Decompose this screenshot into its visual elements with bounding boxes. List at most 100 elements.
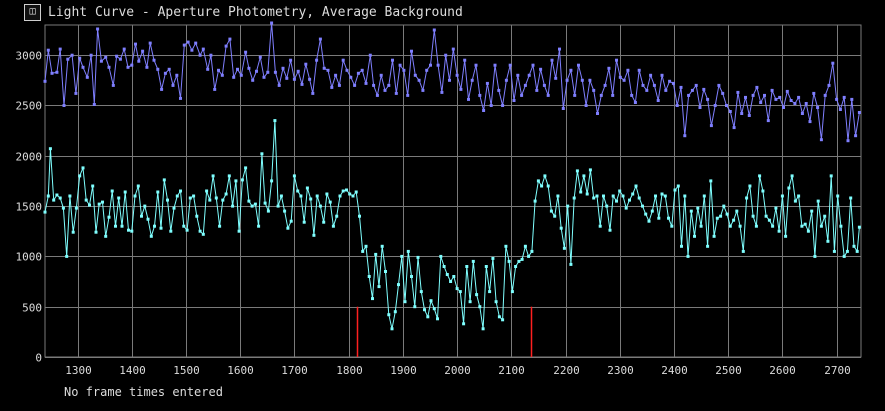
data-point: [432, 307, 436, 311]
data-point: [745, 196, 749, 200]
data-point: [126, 65, 130, 69]
data-point: [43, 210, 47, 214]
data-point: [406, 249, 410, 253]
data-point: [728, 224, 732, 228]
data-point: [78, 174, 82, 178]
data-point: [91, 184, 95, 188]
data-point: [852, 244, 856, 248]
data-point: [527, 73, 531, 77]
data-point: [553, 214, 557, 218]
data-point: [497, 315, 501, 319]
data-point: [523, 244, 527, 248]
data-point: [558, 47, 561, 51]
data-point: [360, 68, 364, 72]
data-point: [283, 209, 287, 213]
data-point: [630, 93, 634, 97]
frame-times-status: No frame times entered: [64, 385, 223, 399]
data-point: [311, 91, 315, 95]
data-point: [540, 184, 544, 188]
data-point: [247, 66, 251, 70]
data-point: [247, 199, 251, 203]
data-point: [482, 109, 486, 112]
data-point: [304, 62, 308, 66]
data-point: [312, 233, 316, 237]
data-point: [562, 246, 566, 250]
data-point: [137, 59, 141, 63]
data-point: [501, 104, 505, 107]
title-bar: ◫ Light Curve - Aperture Photometry, Ave…: [0, 0, 885, 24]
data-point: [588, 78, 592, 82]
data-point: [130, 63, 134, 67]
data-point: [349, 75, 353, 79]
x-tick-label: 1400: [119, 364, 146, 377]
data-point: [201, 47, 205, 51]
data-point: [618, 189, 622, 193]
data-point: [766, 119, 770, 123]
data-point: [611, 194, 615, 198]
data-point: [588, 168, 592, 172]
data-point: [793, 199, 797, 203]
data-point: [410, 275, 413, 278]
data-point: [645, 88, 649, 92]
data-point: [188, 196, 192, 200]
data-point: [318, 204, 322, 208]
data-point: [735, 209, 739, 213]
data-point: [218, 224, 222, 228]
data-point: [117, 196, 121, 200]
data-point: [683, 194, 687, 198]
data-point: [55, 193, 59, 197]
data-point: [782, 106, 785, 109]
data-point: [101, 200, 104, 204]
data-point: [171, 83, 175, 87]
y-tick-label: 1500: [16, 201, 43, 214]
data-point: [855, 249, 859, 253]
data-point: [761, 189, 765, 193]
data-point: [92, 103, 96, 106]
data-point: [478, 305, 482, 309]
data-point: [140, 214, 143, 218]
data-point: [390, 327, 394, 331]
data-point: [741, 249, 745, 253]
data-point: [104, 234, 108, 238]
data-point: [391, 58, 394, 62]
data-point: [52, 198, 56, 202]
data-point: [633, 101, 637, 104]
data-point: [270, 21, 274, 25]
data-point: [637, 196, 641, 200]
data-point: [393, 310, 397, 314]
data-point: [239, 73, 243, 77]
data-point: [598, 224, 602, 228]
data-point: [573, 93, 577, 97]
data-point: [166, 198, 169, 202]
data-point: [546, 93, 550, 97]
data-point: [146, 217, 150, 221]
data-point: [65, 254, 69, 258]
data-point: [68, 194, 72, 198]
data-point: [426, 315, 430, 319]
data-point: [596, 112, 599, 115]
data-point: [273, 70, 277, 74]
data-point: [501, 318, 505, 322]
data-point: [167, 67, 171, 71]
data-point: [803, 222, 807, 226]
data-point: [213, 87, 217, 91]
data-point: [149, 234, 153, 238]
data-point: [719, 214, 723, 218]
data-point: [156, 67, 160, 71]
data-point: [322, 66, 326, 70]
data-point: [624, 206, 628, 210]
data-point: [276, 204, 280, 208]
data-point: [367, 275, 371, 278]
data-point: [236, 67, 239, 71]
data-point: [829, 174, 833, 178]
data-point: [668, 79, 672, 83]
data-point: [468, 300, 472, 304]
data-point: [84, 198, 88, 202]
data-point: [763, 93, 766, 97]
data-point: [296, 69, 300, 73]
data-point: [471, 259, 475, 263]
data-point: [250, 204, 254, 208]
lightcurve-app-icon[interactable]: ◫: [24, 3, 41, 21]
data-point: [702, 87, 706, 91]
data-point: [127, 228, 130, 232]
